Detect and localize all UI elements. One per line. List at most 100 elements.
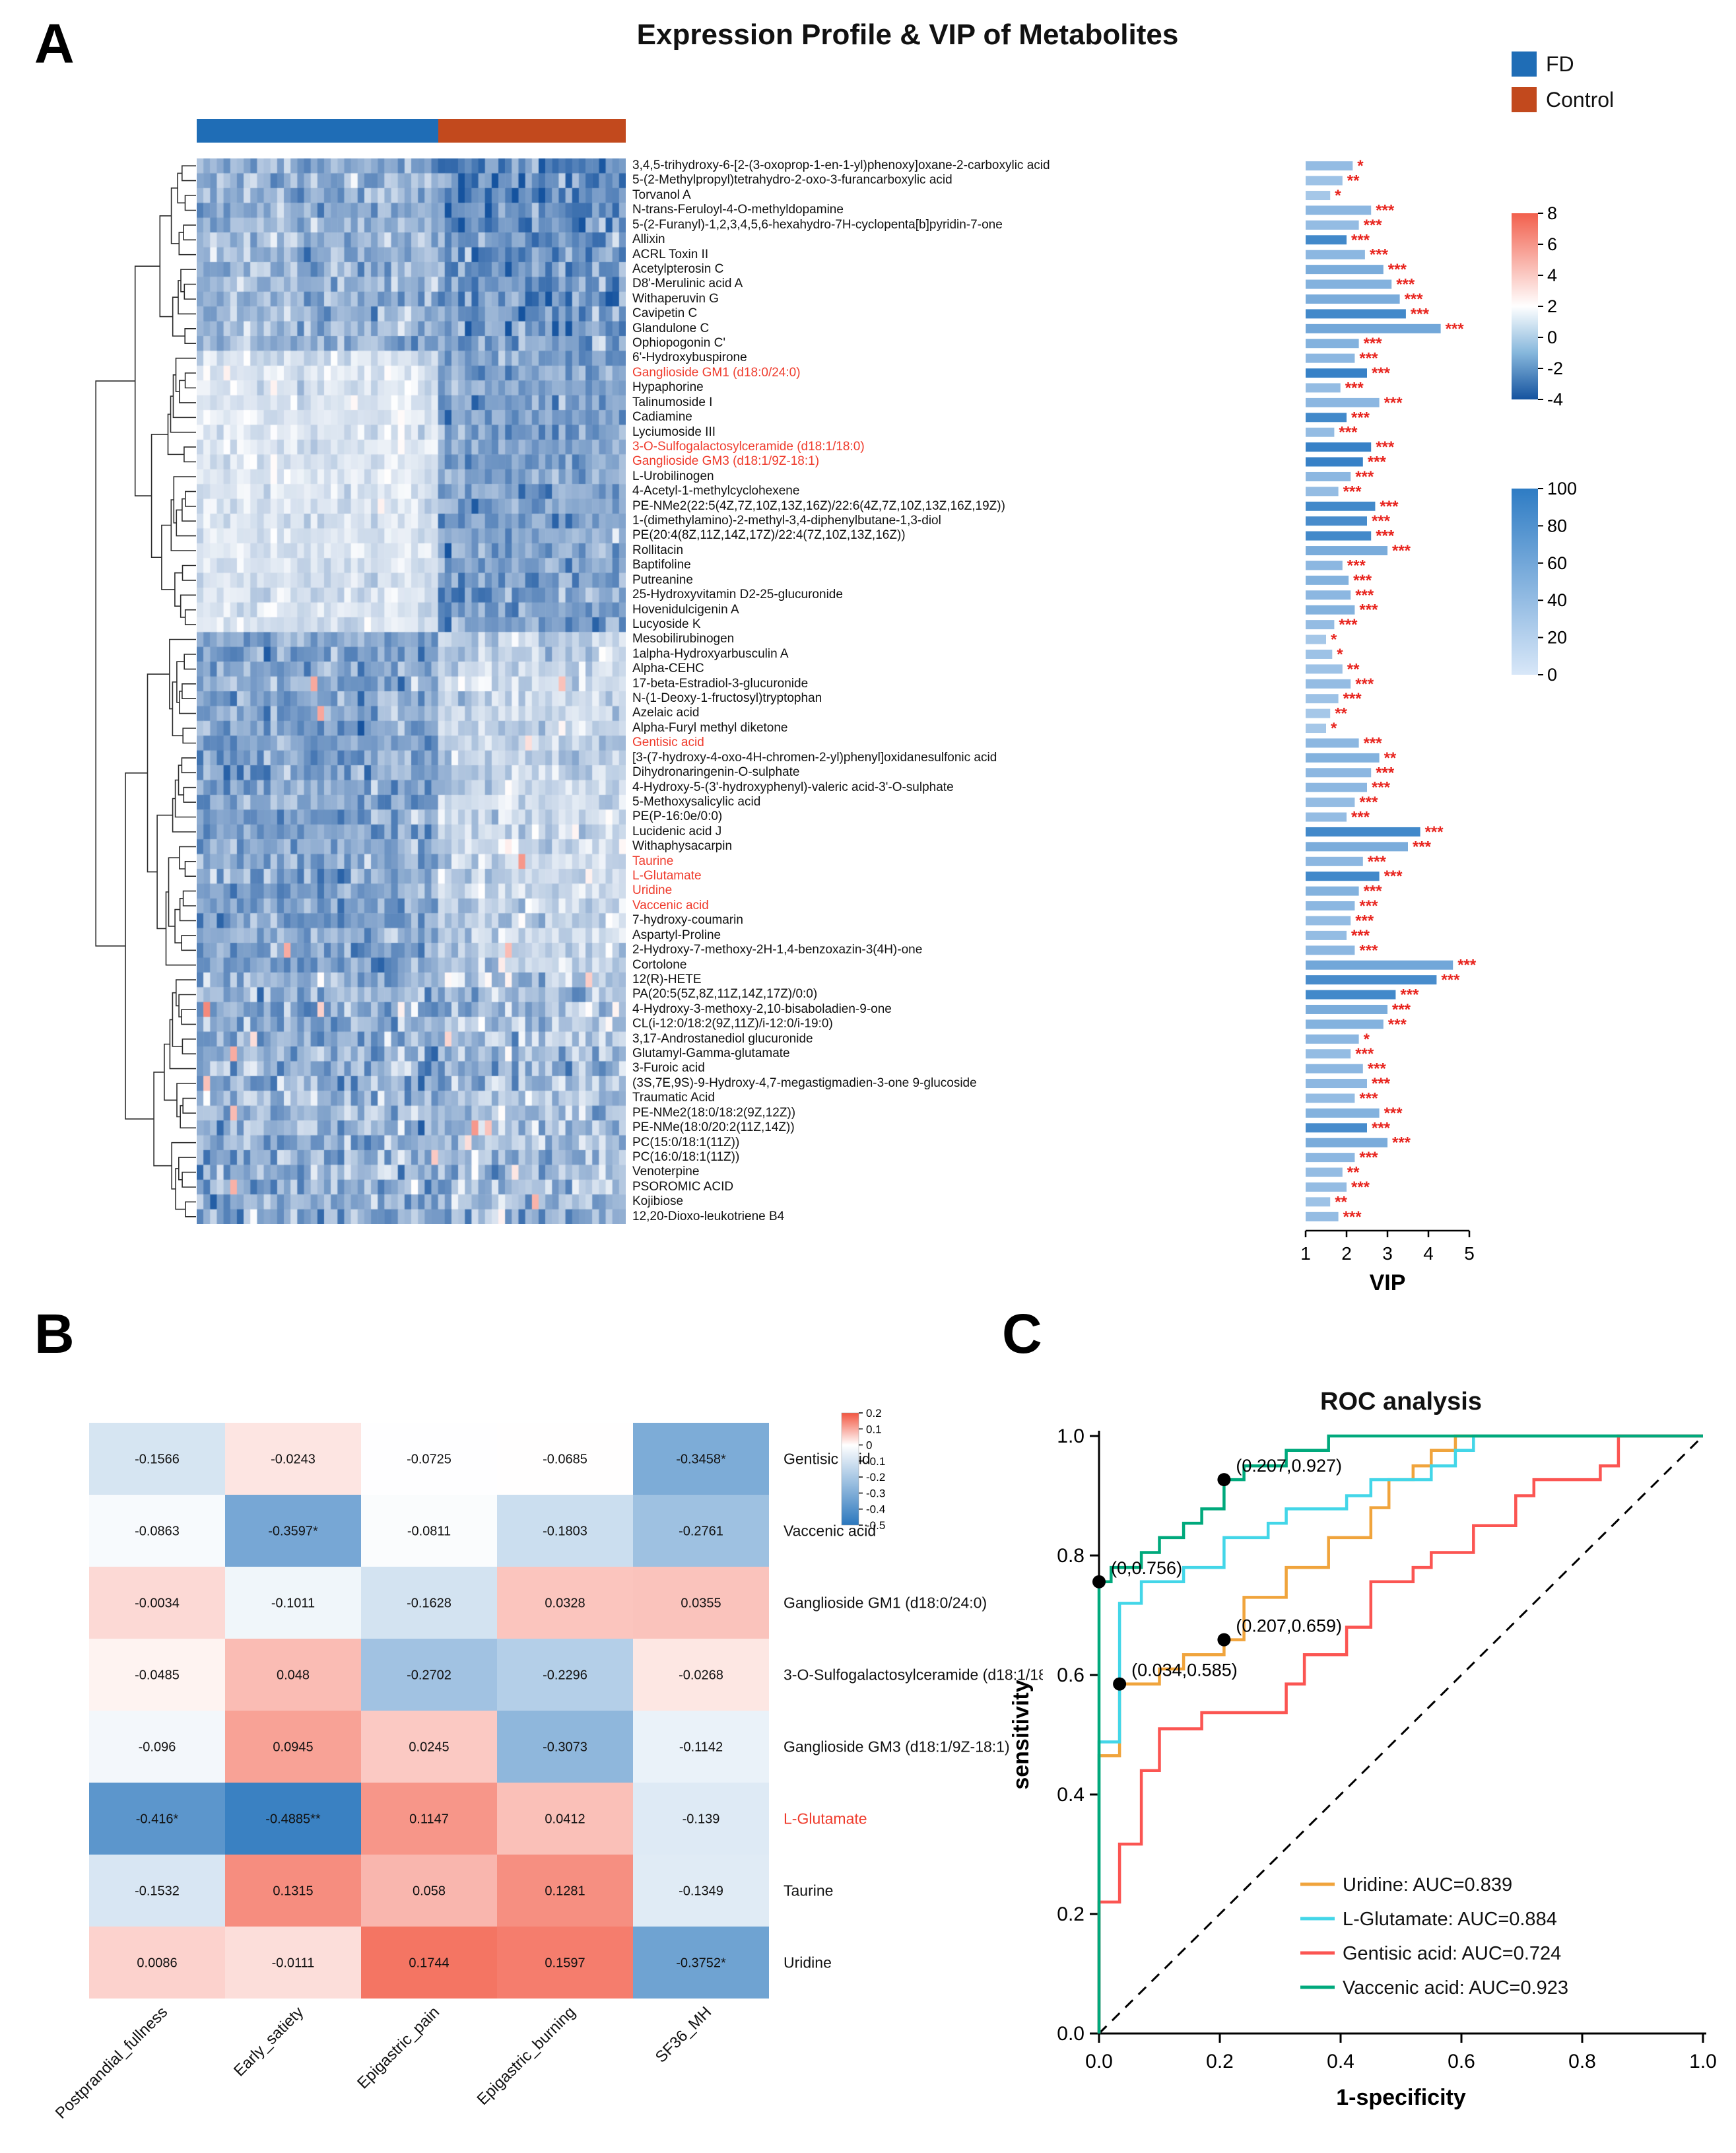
correlation-value: -0.0111 (272, 1956, 315, 1971)
metabolite-label: Azelaic acid (632, 706, 700, 720)
roc-curve (1097, 1434, 1703, 2033)
correlation-cell (89, 1711, 225, 1783)
metabolite-label: Lucyoside K (632, 617, 701, 631)
vip-bar (1306, 1079, 1367, 1089)
significance-stars: * (1364, 1031, 1370, 1048)
significance-stars: *** (1339, 616, 1358, 634)
significance-stars: *** (1388, 261, 1407, 279)
correlation-value: 0.0086 (137, 1956, 177, 1971)
metabolite-label: 3,4,5-trihydroxy-6-[2-(3-oxoprop-1-en-1-… (632, 158, 1050, 172)
roc-point-label: (0.034,0.585) (1131, 1660, 1238, 1680)
vip-bar (1306, 768, 1372, 778)
metabolite-label: Torvanol A (632, 188, 691, 202)
vip-bar (1306, 1197, 1331, 1207)
correlation-value: -0.1803 (543, 1524, 587, 1539)
metabolite-label: PE-NMe(18:0/20:2(11Z,14Z)) (632, 1120, 795, 1135)
significance-stars: *** (1388, 1015, 1407, 1033)
vip-bar (1306, 471, 1351, 481)
metabolite-label: Acetylpterosin C (632, 261, 724, 276)
significance-stars: *** (1372, 1119, 1391, 1137)
correlation-value: 0.0355 (681, 1596, 721, 1611)
significance-stars: *** (1364, 883, 1383, 901)
correlation-value: 0.048 (277, 1668, 310, 1683)
roc-plot: ROC analysis 0.00.0 0.2 0.2 0.4 0.4 0.6 0.6 0.8 0… (1009, 1388, 1717, 2110)
roc-y-tick: 1.0 (1057, 1425, 1085, 1447)
roc-x-tick: 0.6 (1448, 2051, 1475, 2072)
vip-bar (1306, 827, 1420, 837)
vip-bar (1306, 383, 1341, 393)
significance-stars: *** (1392, 1134, 1411, 1152)
correlation-cell (497, 1855, 633, 1927)
metabolite-label: ACRL Toxin II (632, 247, 709, 261)
significance-stars: *** (1405, 290, 1424, 308)
correlation-colorbar-tick: -0.3 (866, 1487, 885, 1499)
metabolite-label: Venoterpine (632, 1165, 700, 1179)
vip-bar (1306, 191, 1331, 201)
metabolite-label: PC(15:0/18:1(11Z)) (632, 1135, 740, 1149)
correlation-value: 0.1744 (409, 1956, 449, 1971)
correlation-value: 0.058 (413, 1884, 446, 1899)
vip-bar (1306, 990, 1396, 1000)
correlation-row-label: Taurine (784, 1882, 833, 1899)
vip-bar (1306, 442, 1372, 452)
roc-legend-label: Uridine: AUC=0.839 (1343, 1874, 1512, 1896)
metabolite-label: 5-(2-Furanyl)-1,2,3,4,5,6-hexahydro-7H-c… (632, 217, 1003, 232)
correlation-cell (497, 1495, 633, 1567)
expression-colorbar-tick: -4 (1547, 390, 1563, 409)
significance-stars: * (1337, 646, 1343, 664)
expression-colorbar-tick: 6 (1547, 234, 1557, 254)
vip-bar (1306, 427, 1335, 437)
vip-bar (1306, 413, 1347, 423)
correlation-value: -0.0243 (271, 1452, 316, 1467)
correlation-cell (89, 1855, 225, 1927)
correlation-cell (225, 1855, 361, 1927)
correlation-value: -0.0811 (407, 1524, 451, 1539)
vip-bar (1306, 664, 1343, 674)
vip-colorbar-tick: 100 (1547, 479, 1577, 498)
metabolite-label: 25-Hydroxyvitamin D2-25-glucuronide (632, 588, 843, 602)
correlation-cell (361, 1639, 497, 1711)
vip-bar (1306, 901, 1355, 911)
correlation-heatmap: -0.1566 -0.0243 -0.0725 -0.0685 -0.3458* Gent… (52, 1407, 1043, 2123)
significance-stars: *** (1355, 912, 1374, 930)
roc-legend-label: Gentisic acid: AUC=0.724 (1343, 1943, 1561, 1964)
correlation-row-label: 3-O-Sulfogalactosylceramide (d18:1/18:0) (784, 1666, 1043, 1684)
significance-stars: *** (1457, 957, 1477, 974)
correlation-value: -0.096 (139, 1740, 176, 1755)
fd-label: FD (1546, 51, 1574, 76)
metabolite-label: (3S,7E,9S)-9-Hydroxy-4,7-megastigmadien-… (632, 1076, 977, 1090)
metabolite-label: Lucidenic acid J (632, 824, 722, 838)
vip-bar-chart: ****************************************… (1300, 158, 1477, 1294)
correlation-value: -0.3073 (543, 1740, 587, 1755)
vip-bar (1306, 871, 1380, 881)
vip-bar (1306, 1064, 1363, 1074)
significance-stars: *** (1376, 528, 1395, 545)
metabolite-label: CL(i-12:0/18:2(9Z,11Z)/i-12:0/i-19:0) (632, 1017, 833, 1031)
metabolite-label: Vaccenic acid (632, 898, 709, 912)
vip-bar (1306, 649, 1333, 659)
vip-axis-tick: 2 (1341, 1243, 1352, 1264)
significance-stars: *** (1351, 231, 1370, 249)
vip-bar (1306, 1093, 1355, 1103)
correlation-value: -0.1142 (679, 1740, 723, 1755)
expression-colorbar-tick: -2 (1547, 359, 1563, 378)
correlation-col-label: SF36_MH (652, 2003, 715, 2066)
correlation-value: -0.139 (683, 1812, 720, 1827)
significance-stars: * (1357, 158, 1364, 175)
correlation-cell (361, 1783, 497, 1855)
roc-point-label: (0.207,0.659) (1236, 1616, 1342, 1636)
vip-bar (1306, 1182, 1347, 1192)
metabolite-label: 1-(dimethylamino)-2-methyl-3,4-diphenylb… (632, 514, 941, 528)
significance-stars: ** (1335, 1193, 1347, 1211)
metabolite-label: N-trans-Feruloyl-4-O-methyldopamine (632, 203, 844, 217)
significance-stars: *** (1411, 305, 1430, 323)
panel-c-label: C (1002, 1303, 1042, 1365)
significance-stars: *** (1446, 320, 1465, 338)
vip-bar (1306, 975, 1437, 985)
significance-stars: *** (1351, 927, 1370, 945)
roc-operating-point (1092, 1575, 1106, 1589)
correlation-cell (633, 1639, 769, 1711)
correlation-cell (497, 1711, 633, 1783)
metabolite-label: 3,17-Androstanediol glucuronide (632, 1031, 813, 1046)
correlation-value: -0.4885** (265, 1812, 321, 1827)
